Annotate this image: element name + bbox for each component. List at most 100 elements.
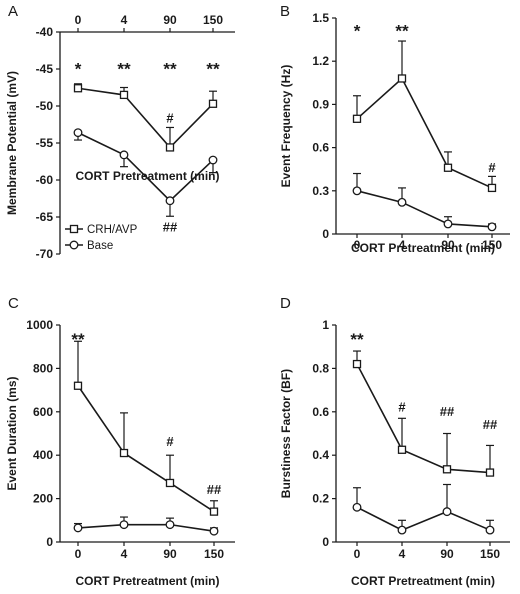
y-tick-label: 1 (322, 318, 329, 332)
y-tick-label: 0 (322, 227, 329, 241)
y-tick-label: -50 (36, 99, 54, 113)
y-tick-label: -70 (36, 247, 54, 261)
square-point (352, 359, 362, 369)
y-tick-label: 600 (33, 405, 53, 419)
series-line (356, 506, 491, 531)
panel-letter-a: A (8, 3, 18, 20)
significance-mark: * (75, 60, 82, 79)
x-tick-label: 0 (354, 547, 361, 561)
significance-mark: ** (71, 330, 85, 349)
y-tick-label: 0.3 (312, 184, 329, 198)
y-tick-label: 0.8 (312, 361, 329, 375)
panel-a: A -40 -45 -50 -55 -60 -65 -70 0 4 90 150 Membrane Po… (5, 3, 235, 261)
x-axis-title: CORT Pretreatment (min) (75, 169, 219, 183)
y-tick-label: 200 (33, 492, 53, 506)
circle-point (119, 520, 129, 530)
legend-square-icon (69, 224, 79, 234)
significance-mark: ** (395, 22, 409, 41)
y-axis-title: Membrane Potential (mV) (5, 71, 19, 215)
y-tick-label: 0 (46, 535, 53, 549)
circle-point (397, 525, 407, 535)
square-point (485, 468, 495, 477)
square-point (397, 445, 407, 454)
x-tick-label: 4 (399, 238, 406, 252)
y-axis-title: Event Duration (ms) (5, 376, 19, 490)
significance-mark: # (398, 399, 406, 414)
series-line (356, 363, 491, 474)
square-point (119, 90, 129, 100)
circle-point (352, 502, 362, 512)
y-tick-label: -65 (36, 210, 54, 224)
y-axis-title: Burstiness Factor (BF) (279, 369, 293, 498)
square-point (209, 507, 219, 516)
series-line (77, 131, 214, 202)
significance-mark: ** (117, 60, 131, 79)
y-axis-title: Event Frequency (Hz) (279, 65, 293, 188)
series-line (77, 385, 215, 513)
legend-label: Base (87, 240, 113, 252)
y-tick-label: 800 (33, 361, 53, 375)
panel-d: D 0 0.2 0.4 0.6 0.8 1 0 4 90 150 Burstiness Factor … (279, 295, 510, 588)
square-point (352, 114, 362, 123)
y-tick-label: 0.4 (312, 448, 329, 462)
y-tick-label: -60 (36, 173, 54, 187)
panel-letter-b: B (280, 3, 290, 20)
circle-point (73, 128, 83, 138)
x-tick-label: 90 (163, 13, 177, 27)
x-tick-label: 4 (399, 547, 406, 561)
panel-b: B 0 0.3 0.6 0.9 1.2 1.5 0 4 90 150 Event Frequency … (279, 3, 510, 255)
significance-mark: ** (163, 60, 177, 79)
x-axis-title: CORT Pretreatment (min) (351, 241, 495, 255)
x-tick-label: 4 (121, 547, 128, 561)
x-tick-label: 150 (482, 238, 502, 252)
square-point (208, 99, 218, 108)
significance-mark: ## (163, 219, 178, 234)
square-point (397, 74, 407, 83)
circle-point (208, 155, 218, 165)
circle-point (73, 523, 83, 533)
significance-mark: ## (207, 482, 222, 497)
circle-point (443, 219, 453, 229)
y-tick-label: -45 (36, 62, 54, 76)
significance-mark: * (354, 22, 361, 41)
y-tick-label: 0.6 (312, 141, 329, 155)
y-tick-label: 1000 (26, 318, 53, 332)
circle-point (397, 197, 407, 207)
square-point (487, 183, 497, 193)
y-tick-label: -40 (36, 25, 54, 39)
y-tick-label: 400 (33, 448, 53, 462)
panel-letter-d: D (280, 295, 291, 312)
series-line (356, 77, 493, 189)
square-point (442, 465, 452, 474)
legend-circle-icon (69, 240, 79, 250)
y-tick-label: 0 (322, 535, 329, 549)
significance-mark: # (488, 160, 496, 175)
legend-label: CRH/AVP (87, 224, 138, 236)
square-point (73, 84, 83, 93)
square-point (119, 448, 129, 458)
x-axis-title: CORT Pretreatment (min) (351, 574, 495, 588)
x-tick-label: 90 (441, 238, 455, 252)
panel-c: C 0 200 400 600 800 1000 0 4 90 150 Event Duration … (5, 295, 235, 588)
significance-mark: ## (440, 404, 455, 419)
square-point (73, 381, 83, 390)
x-tick-label: 0 (354, 238, 361, 252)
y-tick-label: 1.2 (312, 54, 329, 68)
square-point (443, 163, 453, 172)
x-tick-label: 150 (204, 547, 224, 561)
x-tick-label: 0 (75, 13, 82, 27)
x-tick-label: 90 (440, 547, 454, 561)
x-tick-label: 90 (163, 547, 177, 561)
significance-mark: # (166, 434, 174, 449)
circle-point (209, 526, 219, 536)
x-tick-label: 4 (121, 13, 128, 27)
legend: CRH/AVP Base (65, 224, 138, 252)
significance-mark: ** (350, 330, 364, 349)
circle-point (485, 525, 495, 535)
square-point (165, 143, 175, 152)
circle-point (487, 222, 497, 232)
significance-mark: # (166, 111, 174, 126)
significance-mark: ## (483, 417, 498, 432)
square-point (165, 478, 175, 488)
